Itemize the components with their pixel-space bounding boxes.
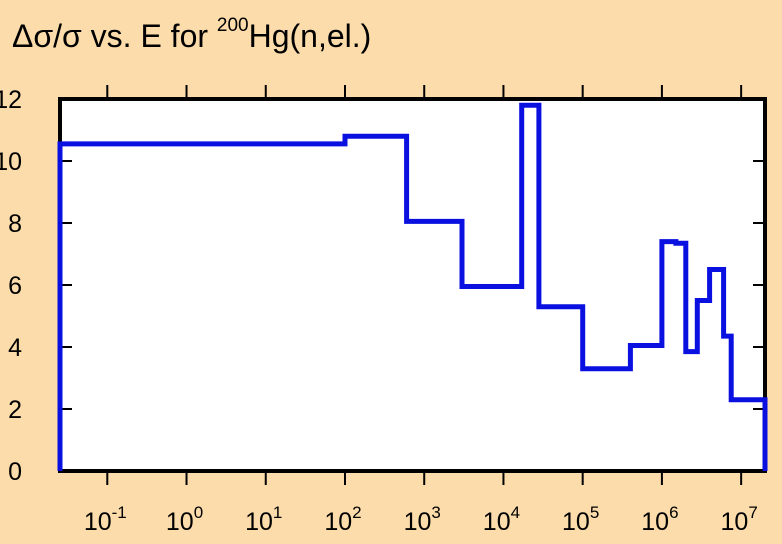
x-tick-exponent: 7 [748,503,757,522]
x-tick-base: 10 [562,508,590,536]
plot-area [58,97,767,473]
x-tick-label: 103 [404,503,441,536]
x-tick-exponent: 1 [273,503,282,522]
x-tick-exponent: 2 [352,503,361,522]
x-tick-exponent: 0 [194,503,203,522]
x-tick-base: 10 [84,508,112,536]
y-tick-label: 12 [0,86,22,114]
y-tick-label: 6 [8,272,22,300]
x-tick-exponent: 3 [431,503,440,522]
title-mass-number: 200 [216,15,249,37]
x-tick-base: 10 [324,508,352,536]
y-tick-label: 8 [8,210,22,238]
x-tick-label: 107 [721,503,758,536]
title-suffix: Hg(n,el.) [248,18,372,54]
y-tick-label: 10 [0,148,22,176]
x-tick-label: 101 [245,503,282,536]
x-tick-label: 100 [166,503,203,536]
x-tick-exponent: -1 [112,503,127,522]
x-tick-base: 10 [166,508,194,536]
series-line [57,102,768,471]
x-tick-base: 10 [721,508,749,536]
y-tick-label: 2 [8,396,22,424]
x-tick-base: 10 [404,508,432,536]
x-tick-label: 106 [641,503,678,536]
chart-title: Δσ/σ vs. E for 200Hg(n,el.) [12,15,372,55]
x-tick-base: 10 [245,508,273,536]
x-tick-exponent: 4 [511,503,520,522]
x-tick-exponent: 6 [669,503,678,522]
y-tick-label: 4 [8,334,22,362]
x-tick-label: 102 [324,503,361,536]
x-tick-label: 105 [562,503,599,536]
y-tick-label: 0 [8,458,22,486]
title-prefix: Δσ/σ vs. E for [12,18,217,54]
x-tick-label: 10-1 [84,503,127,536]
x-tick-label: 104 [483,503,520,536]
x-tick-exponent: 5 [590,503,599,522]
x-tick-base: 10 [483,508,511,536]
x-tick-base: 10 [641,508,669,536]
